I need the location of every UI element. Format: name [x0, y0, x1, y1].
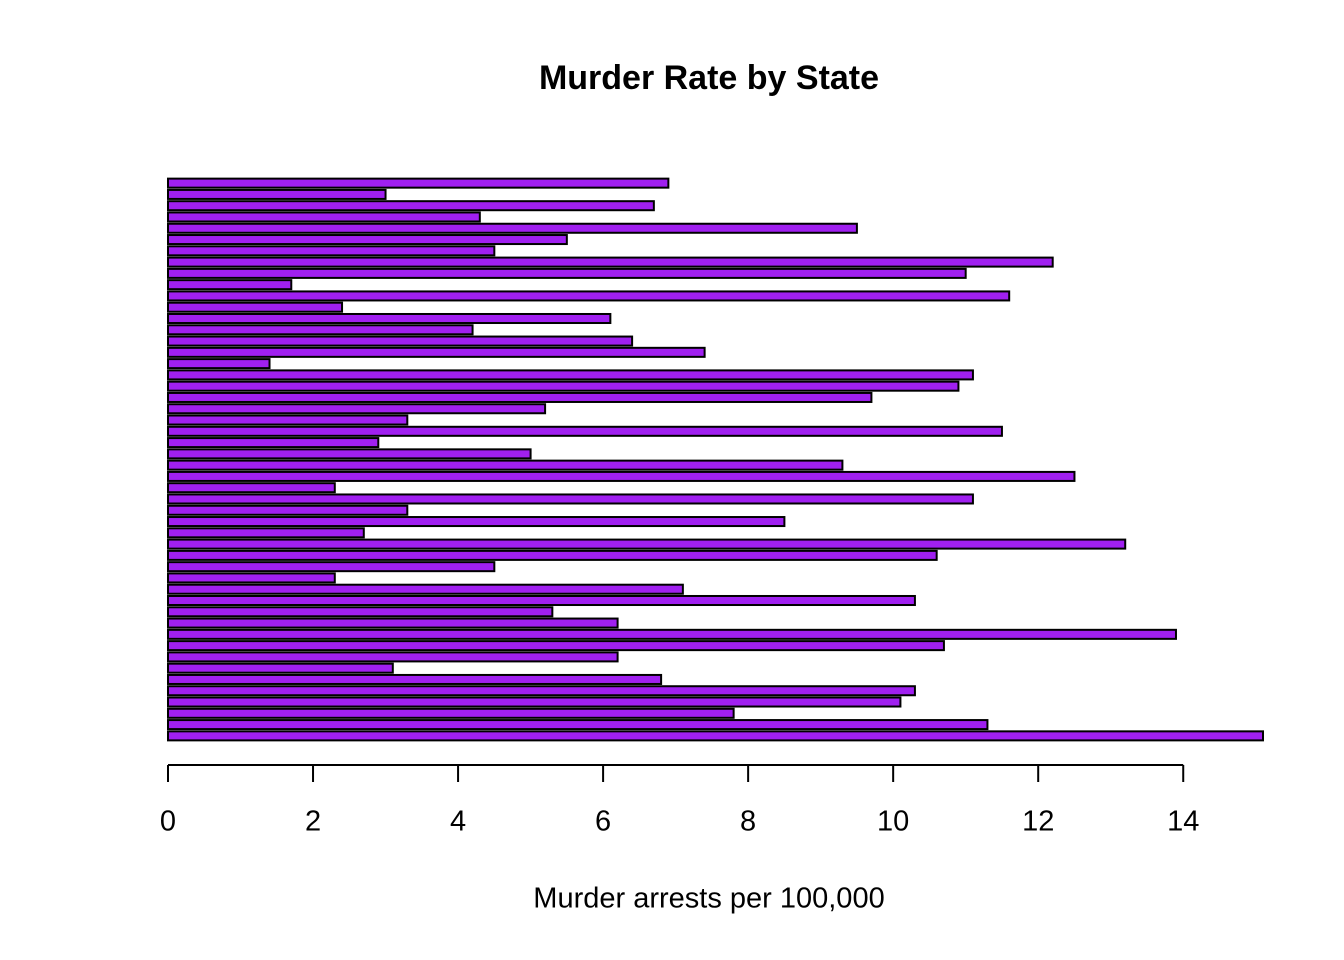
bar [167, 437, 380, 449]
bar [167, 707, 735, 719]
bar [167, 538, 1127, 550]
bar [167, 572, 336, 584]
bar [167, 358, 271, 370]
x-tick-label: 10 [877, 806, 909, 838]
bar [167, 245, 496, 257]
x-tick-label: 0 [160, 806, 176, 838]
bar [167, 651, 619, 663]
bar [167, 685, 916, 697]
bar [167, 583, 684, 595]
bar [167, 312, 612, 325]
bar [167, 504, 409, 516]
bar [167, 549, 938, 561]
bar [167, 730, 1264, 742]
bar [167, 527, 365, 539]
bar [167, 628, 1177, 640]
x-tick-label: 4 [450, 806, 466, 838]
bar [167, 403, 547, 415]
bar [167, 696, 902, 708]
bar [167, 617, 619, 629]
bar [167, 459, 844, 471]
bar [167, 188, 387, 200]
bar [167, 673, 663, 685]
bar [167, 594, 916, 607]
x-tick-label: 12 [1022, 806, 1054, 838]
x-tick-label: 14 [1167, 806, 1199, 838]
bar [167, 391, 873, 403]
bar [167, 561, 496, 573]
bar [167, 279, 293, 291]
bar [167, 256, 1054, 268]
bar [167, 640, 945, 652]
bar [167, 200, 655, 212]
bar [167, 606, 554, 618]
bar [167, 662, 394, 674]
bar [167, 335, 634, 347]
bar [167, 470, 1076, 482]
bar [167, 324, 474, 336]
bar [167, 425, 1003, 437]
bar [167, 482, 336, 494]
x-tick-label: 2 [305, 806, 321, 838]
bar [167, 346, 706, 358]
bar [167, 290, 1011, 302]
bar [167, 301, 344, 313]
bar [167, 369, 974, 381]
x-axis-label: Murder arrests per 100,000 [533, 883, 884, 915]
bar [167, 234, 568, 246]
bar [167, 380, 960, 392]
bar [167, 719, 989, 731]
bar [167, 493, 974, 505]
x-tick-label: 8 [740, 806, 756, 838]
x-tick-label: 6 [595, 806, 611, 838]
bar [167, 448, 532, 460]
chart-title: Murder Rate by State [539, 59, 879, 97]
bar [167, 211, 481, 223]
bar [167, 414, 409, 426]
bar [167, 267, 967, 279]
bar [167, 516, 786, 528]
bar [167, 177, 670, 189]
bar [167, 222, 858, 234]
